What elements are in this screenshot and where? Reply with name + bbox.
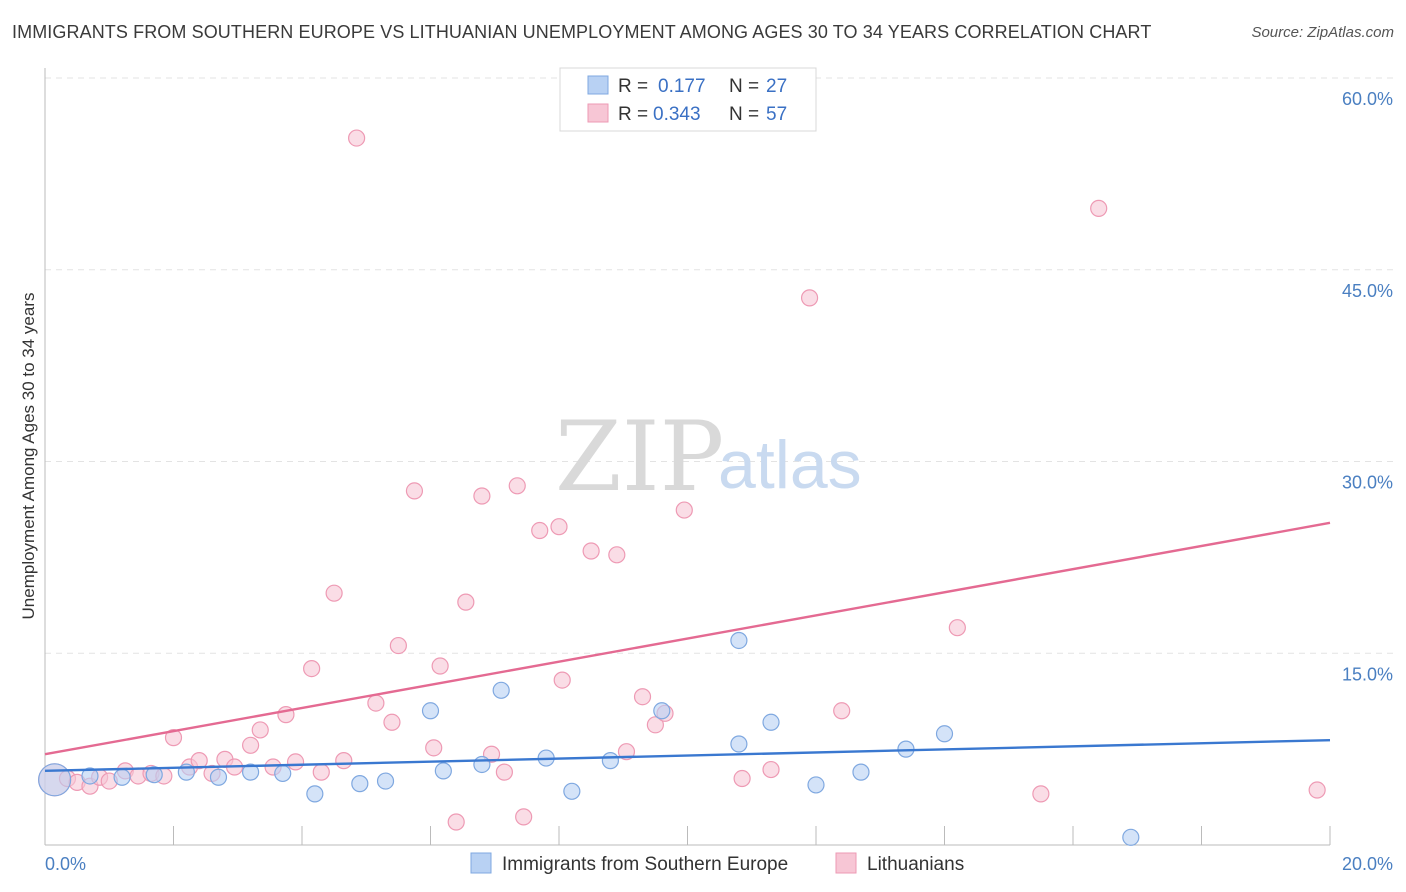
point-lithuanians (800, 289, 819, 307)
point-immigrants (935, 725, 954, 743)
point-lithuanians (190, 752, 208, 770)
point-lithuanians (833, 702, 851, 720)
point-immigrants (601, 752, 620, 770)
y-tick-label: 45.0% (1342, 281, 1393, 301)
legend-n-value-1: 57 (766, 104, 787, 125)
point-lithuanians (495, 763, 513, 781)
point-immigrants (1122, 828, 1140, 846)
legend-swatch-immigrants (587, 75, 609, 95)
point-immigrants (376, 772, 395, 790)
point-lithuanians (553, 671, 571, 689)
y-tick-label: 30.0% (1342, 473, 1393, 493)
point-lithuanians (405, 482, 424, 500)
point-lithuanians (335, 752, 353, 770)
y-tick-label: 60.0% (1342, 89, 1393, 109)
legend: R = 0.177 N = 27 R = 0.343 N = 57 (559, 67, 817, 132)
point-immigrants (242, 763, 260, 781)
y-tick-labels: 15.0% 30.0% 45.0% 60.0% (1342, 89, 1393, 684)
x-tick-label-max: 20.0% (1342, 854, 1393, 874)
x-tick-label-min: 0.0% (45, 854, 86, 874)
point-lithuanians (733, 769, 751, 788)
bottom-legend-label-lithuanians: Lithuanians (867, 854, 964, 875)
point-lithuanians (762, 760, 780, 779)
legend-r-label-1: R = (618, 104, 648, 125)
chart-title: IMMIGRANTS FROM SOUTHERN EUROPE VS LITHU… (12, 22, 1152, 42)
point-immigrants (274, 764, 292, 783)
point-lithuanians (383, 713, 401, 731)
grid-lines (45, 77, 1393, 654)
legend-n-label-1: N = (729, 104, 759, 125)
legend-swatch-lithuanians (587, 103, 609, 123)
point-immigrants (807, 776, 825, 794)
watermark-zip: ZIP (555, 401, 724, 513)
legend-n-value-0: 27 (766, 76, 787, 97)
bottom-legend-swatch-lithuanians (835, 852, 857, 874)
point-lithuanians (286, 753, 305, 771)
point-lithuanians (325, 584, 343, 602)
point-lithuanians (425, 739, 443, 757)
x-ticks (44, 826, 1331, 845)
point-immigrants (81, 767, 99, 785)
point-immigrants (351, 775, 369, 793)
point-lithuanians (473, 487, 491, 505)
point-immigrants (306, 785, 324, 803)
point-lithuanians (515, 808, 533, 826)
point-immigrants (209, 768, 228, 786)
point-lithuanians (164, 729, 183, 747)
point-immigrants (434, 762, 452, 780)
point-immigrants (473, 755, 491, 774)
legend-r-value-1: 0.343 (653, 104, 701, 125)
point-lithuanians (303, 659, 321, 678)
point-lithuanians (447, 813, 465, 831)
point-lithuanians (531, 521, 549, 540)
point-lithuanians (633, 688, 652, 706)
point-lithuanians (389, 636, 407, 655)
point-lithuanians (431, 657, 449, 675)
trend-line-lithuanians (44, 521, 1331, 756)
point-immigrants (492, 681, 510, 699)
series-immigrants-points (38, 631, 1140, 846)
bottom-legend-label-immigrants: Immigrants from Southern Europe (502, 854, 788, 875)
trend-line-immigrants (44, 738, 1331, 773)
legend-n-label-0: N = (729, 76, 759, 97)
point-lithuanians (582, 542, 600, 560)
point-immigrants (653, 702, 671, 720)
point-lithuanians (646, 716, 664, 734)
point-lithuanians (675, 501, 693, 519)
y-tick-label: 15.0% (1342, 664, 1393, 684)
point-lithuanians (1308, 781, 1326, 799)
point-lithuanians (242, 736, 260, 754)
legend-r-label-0: R = (618, 76, 648, 97)
point-immigrants (145, 766, 163, 784)
point-immigrants (852, 763, 870, 781)
point-immigrants (563, 782, 581, 800)
point-lithuanians (550, 518, 568, 536)
point-immigrants (38, 763, 72, 797)
point-lithuanians (348, 129, 366, 147)
point-lithuanians (948, 619, 966, 637)
point-immigrants (730, 735, 748, 753)
point-immigrants (730, 631, 748, 650)
point-lithuanians (1032, 785, 1050, 803)
point-lithuanians (251, 721, 269, 739)
bottom-legend: Immigrants from Southern Europe Lithuani… (470, 852, 964, 875)
point-lithuanians (312, 763, 330, 781)
point-immigrants (113, 768, 131, 786)
point-lithuanians (608, 546, 626, 564)
point-lithuanians (457, 593, 475, 611)
bottom-legend-swatch-immigrants (470, 852, 492, 874)
point-lithuanians (508, 477, 526, 495)
watermark: ZIP atlas (555, 401, 862, 513)
y-axis-label: Unemployment Among Ages 30 to 34 years (19, 293, 38, 620)
point-lithuanians (1090, 199, 1108, 217)
legend-r-value-0: 0.177 (658, 76, 706, 97)
source-credit: Source: ZipAtlas.com (1251, 24, 1394, 41)
point-immigrants (762, 713, 780, 731)
point-lithuanians (367, 694, 385, 712)
watermark-atlas: atlas (718, 427, 862, 503)
point-immigrants (421, 702, 440, 720)
trend-lines (44, 521, 1331, 773)
